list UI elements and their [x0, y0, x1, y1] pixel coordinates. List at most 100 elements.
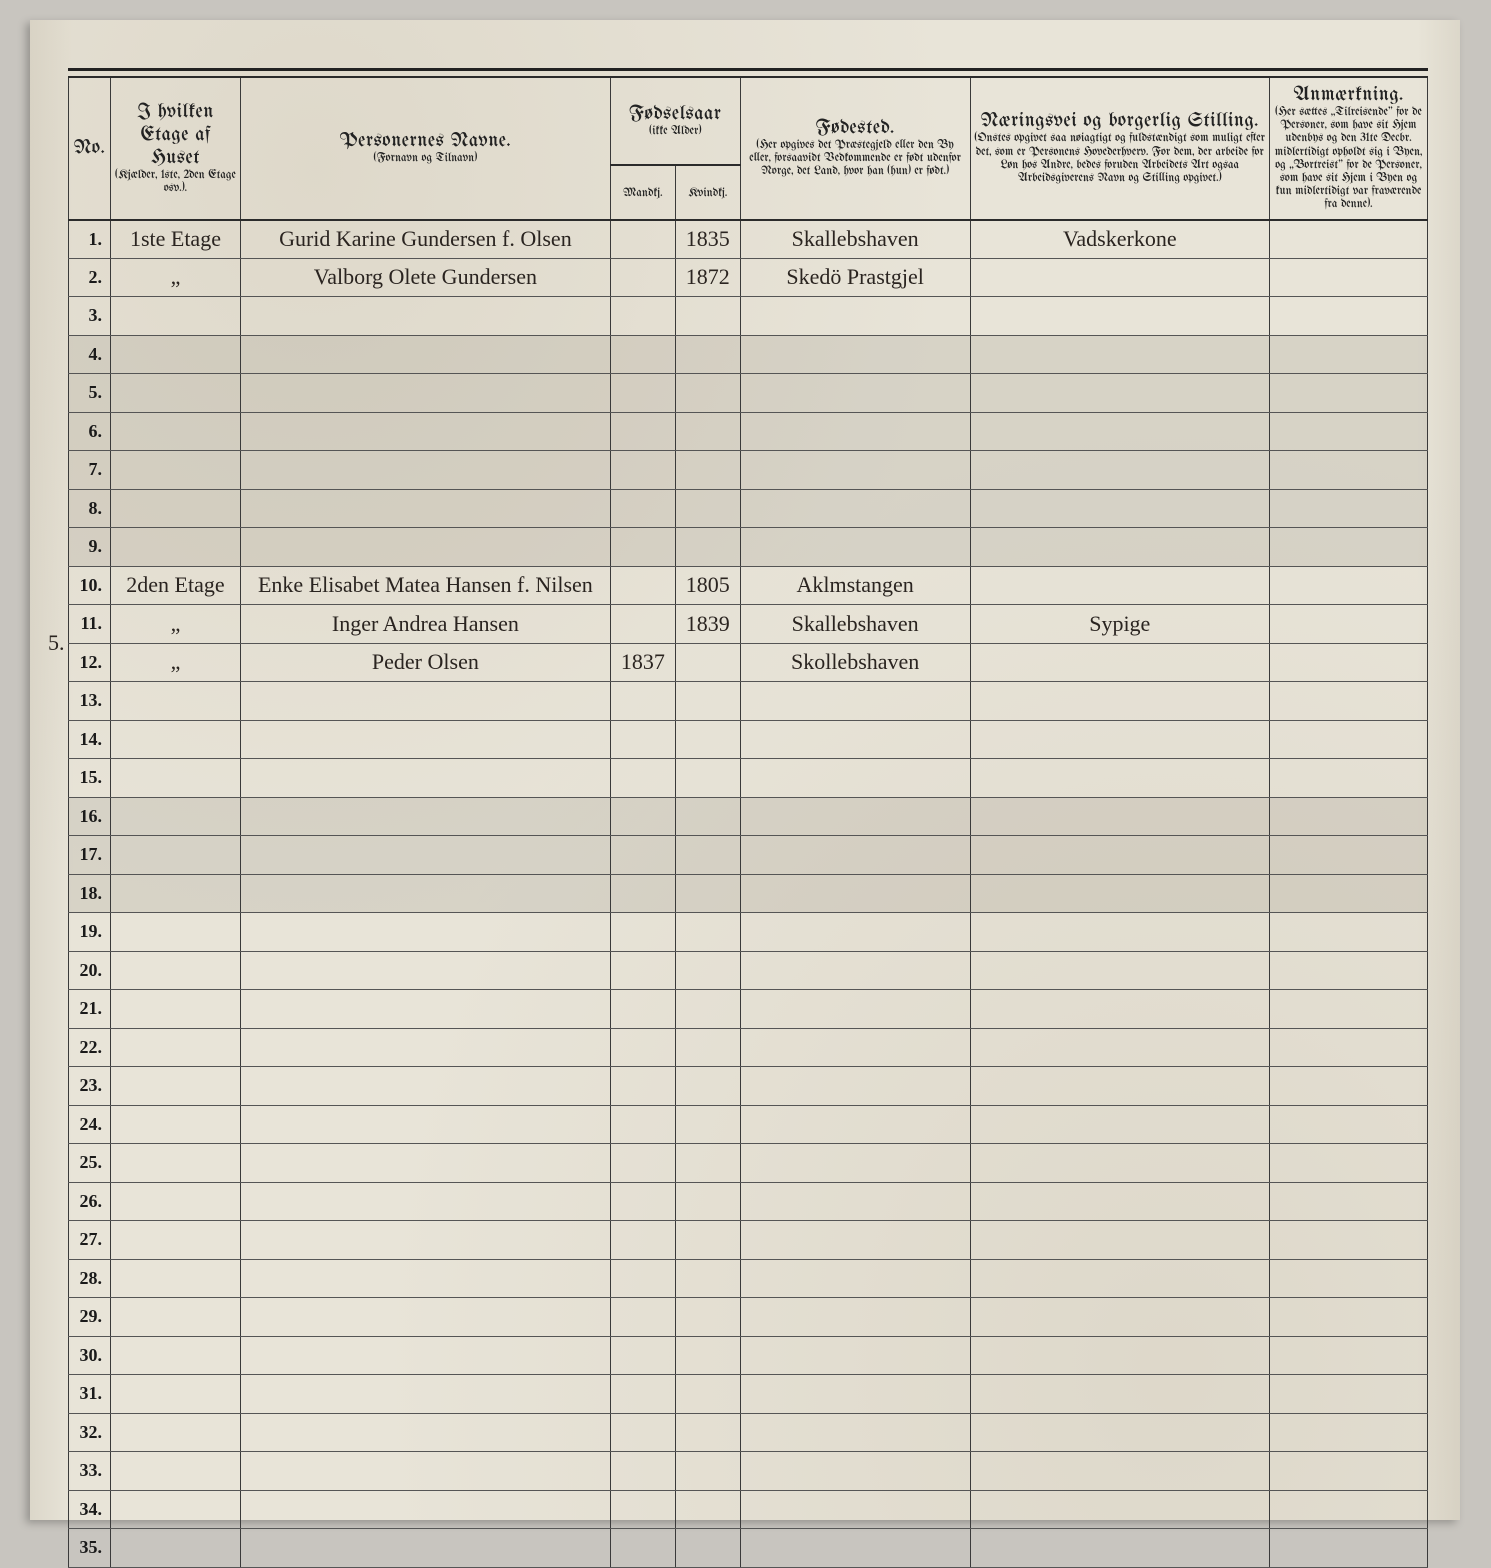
table-row: 3. [69, 297, 1428, 336]
cell-fodested [740, 759, 970, 798]
cell-rownum: 31. [69, 1375, 111, 1414]
cell-rownum: 2. [69, 258, 111, 297]
cell-kvindkj [675, 1105, 740, 1144]
cell-mandkj [610, 528, 675, 567]
cell-kvindkj [675, 1144, 740, 1183]
cell-stilling [970, 1490, 1270, 1529]
cell-etage: 2den Etage [110, 566, 240, 605]
cell-stilling [970, 1529, 1270, 1568]
cell-etage: 1ste Etage [110, 220, 240, 259]
cell-anmaerkning [1270, 1028, 1428, 1067]
cell-anmaerkning [1270, 1336, 1428, 1375]
cell-stilling [970, 1413, 1270, 1452]
cell-mandkj [610, 759, 675, 798]
cell-navn [240, 1336, 610, 1375]
cell-mandkj [610, 874, 675, 913]
cell-stilling [970, 566, 1270, 605]
table-row: 17. [69, 836, 1428, 875]
cell-rownum: 6. [69, 412, 111, 451]
cell-rownum: 19. [69, 913, 111, 952]
cell-stilling [970, 412, 1270, 451]
cell-stilling [970, 1259, 1270, 1298]
cell-kvindkj [675, 913, 740, 952]
table-row: 27. [69, 1221, 1428, 1260]
cell-navn [240, 1298, 610, 1337]
cell-anmaerkning [1270, 951, 1428, 990]
cell-kvindkj [675, 489, 740, 528]
cell-stilling [970, 1221, 1270, 1260]
cell-mandkj: 1837 [610, 643, 675, 682]
table-row: 9. [69, 528, 1428, 567]
cell-anmaerkning [1270, 1529, 1428, 1568]
cell-anmaerkning [1270, 374, 1428, 413]
cell-mandkj [610, 605, 675, 644]
cell-anmaerkning [1270, 990, 1428, 1029]
cell-kvindkj [675, 1182, 740, 1221]
cell-anmaerkning [1270, 566, 1428, 605]
cell-navn: Peder Olsen [240, 643, 610, 682]
cell-fodested [740, 297, 970, 336]
cell-kvindkj [675, 1298, 740, 1337]
cell-mandkj [610, 374, 675, 413]
cell-kvindkj [675, 1490, 740, 1529]
col-header-navn: Personernes Navne. (Fornavn og Tilnavn) [240, 77, 610, 220]
cell-rownum: 35. [69, 1529, 111, 1568]
cell-fodested [740, 1144, 970, 1183]
cell-anmaerkning [1270, 605, 1428, 644]
cell-navn [240, 720, 610, 759]
cell-navn [240, 759, 610, 798]
cell-rownum: 26. [69, 1182, 111, 1221]
cell-anmaerkning [1270, 682, 1428, 721]
margin-annotation: 5. [48, 630, 65, 656]
cell-rownum: 16. [69, 797, 111, 836]
cell-kvindkj: 1805 [675, 566, 740, 605]
cell-mandkj [610, 566, 675, 605]
cell-rownum: 12. [69, 643, 111, 682]
cell-kvindkj [675, 1529, 740, 1568]
cell-stilling [970, 335, 1270, 374]
cell-kvindkj [675, 374, 740, 413]
table-row: 21. [69, 990, 1428, 1029]
cell-navn [240, 990, 610, 1029]
census-ledger-table: No. I hvilken Etage af Huset (Kjælder, 1… [68, 76, 1428, 1568]
cell-rownum: 34. [69, 1490, 111, 1529]
cell-etage [110, 489, 240, 528]
cell-kvindkj [675, 759, 740, 798]
cell-kvindkj [675, 643, 740, 682]
cell-rownum: 14. [69, 720, 111, 759]
cell-anmaerkning [1270, 874, 1428, 913]
cell-mandkj [610, 1028, 675, 1067]
cell-anmaerkning [1270, 297, 1428, 336]
cell-anmaerkning [1270, 412, 1428, 451]
cell-anmaerkning [1270, 1259, 1428, 1298]
table-row: 10.2den EtageEnke Elisabet Matea Hansen … [69, 566, 1428, 605]
table-row: 8. [69, 489, 1428, 528]
cell-mandkj [610, 489, 675, 528]
table-row: 2.„Valborg Olete Gundersen1872Skedö Pras… [69, 258, 1428, 297]
cell-mandkj [610, 951, 675, 990]
cell-mandkj [610, 1529, 675, 1568]
cell-navn [240, 874, 610, 913]
cell-rownum: 9. [69, 528, 111, 567]
cell-fodested [740, 1067, 970, 1106]
cell-stilling [970, 990, 1270, 1029]
cell-fodested [740, 1028, 970, 1067]
table-row: 18. [69, 874, 1428, 913]
cell-kvindkj [675, 335, 740, 374]
cell-mandkj [610, 1452, 675, 1491]
cell-etage [110, 1452, 240, 1491]
cell-fodested [740, 874, 970, 913]
cell-fodested: Skedö Prastgjel [740, 258, 970, 297]
col-header-stilling: Næringsvei og borgerlig Stilling. (Onste… [970, 77, 1270, 220]
cell-navn [240, 1413, 610, 1452]
cell-stilling [970, 682, 1270, 721]
cell-rownum: 28. [69, 1259, 111, 1298]
cell-navn: Valborg Olete Gundersen [240, 258, 610, 297]
table-row: 20. [69, 951, 1428, 990]
cell-anmaerkning [1270, 1490, 1428, 1529]
cell-mandkj [610, 220, 675, 259]
cell-mandkj [610, 335, 675, 374]
table-body: 1.1ste EtageGurid Karine Gundersen f. Ol… [69, 220, 1428, 1568]
cell-rownum: 11. [69, 605, 111, 644]
cell-etage [110, 1298, 240, 1337]
